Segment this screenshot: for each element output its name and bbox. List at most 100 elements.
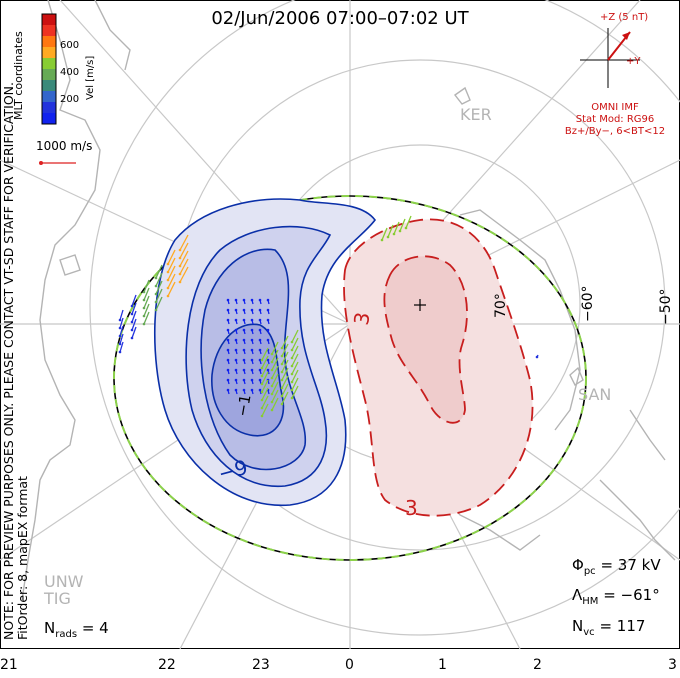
velocity-vector bbox=[243, 369, 246, 375]
velocity-vector bbox=[251, 369, 254, 375]
velocity-vector bbox=[179, 234, 189, 251]
velocity-vector bbox=[267, 389, 270, 395]
velocity-vector bbox=[167, 273, 176, 289]
stat-nvc-sub: vc bbox=[583, 627, 595, 638]
velocity-vector bbox=[227, 299, 230, 305]
velocity-vector bbox=[267, 369, 270, 375]
contour-label-positive-inner: 3 bbox=[349, 310, 375, 327]
velocity-vector bbox=[251, 379, 254, 385]
velocity-vector bbox=[235, 339, 238, 345]
velocity-vector bbox=[261, 363, 269, 377]
velocity-vector bbox=[179, 250, 189, 267]
velocity-vector bbox=[381, 227, 388, 241]
velocity-vector bbox=[131, 318, 137, 331]
velocity-vector bbox=[119, 325, 124, 337]
velocity-vector bbox=[243, 389, 246, 395]
velocity-vector bbox=[119, 317, 124, 329]
velocity-vector bbox=[251, 299, 254, 305]
velocity-vector bbox=[243, 349, 246, 355]
velocity-vector bbox=[271, 389, 279, 403]
velocity-vector bbox=[119, 333, 124, 345]
velocity-vector bbox=[267, 309, 270, 315]
velocity-vector bbox=[259, 319, 262, 325]
imf-condition: Bz+/By−, 6<BT<12 bbox=[564, 126, 666, 137]
velocity-vector bbox=[267, 349, 270, 355]
velocity-vector bbox=[259, 309, 262, 315]
velocity-vector bbox=[261, 379, 269, 393]
velocity-vector bbox=[227, 309, 230, 315]
stat-phi-pc: Φpc = 37 kV bbox=[572, 556, 661, 577]
velocity-vector bbox=[261, 371, 269, 385]
velocity-vector bbox=[291, 337, 299, 351]
velocity-vector bbox=[119, 341, 124, 353]
velocity-vector bbox=[251, 319, 254, 325]
velocity-vector bbox=[235, 379, 238, 385]
reference-vector-label: 1000 m/s bbox=[36, 139, 92, 153]
velocity-vector bbox=[227, 389, 230, 395]
velocity-vector bbox=[143, 311, 150, 325]
potential-max-marker bbox=[414, 299, 426, 311]
velocity-vector bbox=[155, 272, 163, 287]
velocity-vector bbox=[179, 258, 189, 275]
imf-model: Stat Mod: RG96 bbox=[575, 114, 655, 125]
velocity-vector bbox=[167, 281, 176, 297]
velocity-vector bbox=[243, 309, 246, 315]
velocity-vector bbox=[291, 329, 299, 343]
velocity-vector bbox=[251, 349, 254, 355]
positive-cell-contour-2 bbox=[383, 255, 468, 424]
velocity-vector bbox=[227, 339, 230, 345]
velocity-vector bbox=[155, 280, 163, 295]
velocity-vector bbox=[271, 357, 279, 371]
velocity-vector bbox=[259, 359, 262, 365]
mlt-hour-1: 1 bbox=[438, 657, 447, 673]
velocity-vector bbox=[251, 389, 254, 395]
stat-phi-pc-symbol: Φ bbox=[572, 556, 584, 574]
stat-phi-pc-sub: pc bbox=[583, 566, 596, 577]
velocity-vector bbox=[155, 296, 163, 311]
velocity-vector bbox=[227, 369, 230, 375]
velocity-vector bbox=[131, 302, 137, 315]
fit-order-note: FitOrder: 8, mapEX format bbox=[15, 476, 30, 640]
station-label-ker: KER bbox=[460, 105, 492, 124]
velocity-vector bbox=[119, 309, 124, 321]
imf-clock bbox=[580, 28, 640, 88]
velocity-vector bbox=[227, 319, 230, 325]
velocity-vector bbox=[167, 257, 176, 273]
velocity-vector bbox=[259, 299, 262, 305]
velocity-vector bbox=[271, 341, 279, 355]
stat-nvc-symbol: N bbox=[572, 617, 584, 635]
color-bar-segment bbox=[42, 47, 56, 59]
color-bar-segment bbox=[42, 14, 56, 26]
velocity-vector bbox=[227, 379, 230, 385]
color-bar-segment bbox=[42, 36, 56, 48]
velocity-vector bbox=[259, 369, 262, 375]
contour-label-positive-outer: 3 bbox=[405, 496, 418, 520]
velocity-vector bbox=[267, 299, 270, 305]
velocity-vector bbox=[291, 361, 299, 375]
color-bar-tick-600: 600 bbox=[60, 40, 79, 51]
mlt-hour-2: 2 bbox=[533, 657, 542, 673]
velocity-color-bar bbox=[41, 13, 57, 125]
station-label-tig: TIG bbox=[43, 589, 71, 608]
velocity-vector bbox=[399, 218, 406, 232]
stat-phi-pc-value: = 37 kV bbox=[600, 556, 661, 574]
velocity-vector bbox=[143, 287, 150, 301]
velocity-vector bbox=[291, 369, 299, 383]
velocity-vector bbox=[281, 383, 289, 397]
velocity-vector bbox=[271, 381, 279, 395]
stat-nrads-symbol: N bbox=[44, 619, 56, 637]
velocity-vector bbox=[167, 265, 176, 281]
velocity-vector bbox=[251, 339, 254, 345]
latitude-label-60: −60° bbox=[580, 285, 596, 322]
stat-lambda-symbol: Λ bbox=[572, 586, 583, 604]
velocity-vector bbox=[261, 355, 269, 369]
velocity-vector bbox=[259, 339, 262, 345]
velocity-vector bbox=[251, 359, 254, 365]
velocity-vector bbox=[281, 367, 289, 381]
velocity-vector bbox=[393, 221, 400, 235]
contour-label-negative-inner: −1 bbox=[233, 393, 255, 418]
velocity-vector bbox=[261, 387, 269, 401]
velocity-vector bbox=[235, 359, 238, 365]
velocity-vector bbox=[243, 299, 246, 305]
